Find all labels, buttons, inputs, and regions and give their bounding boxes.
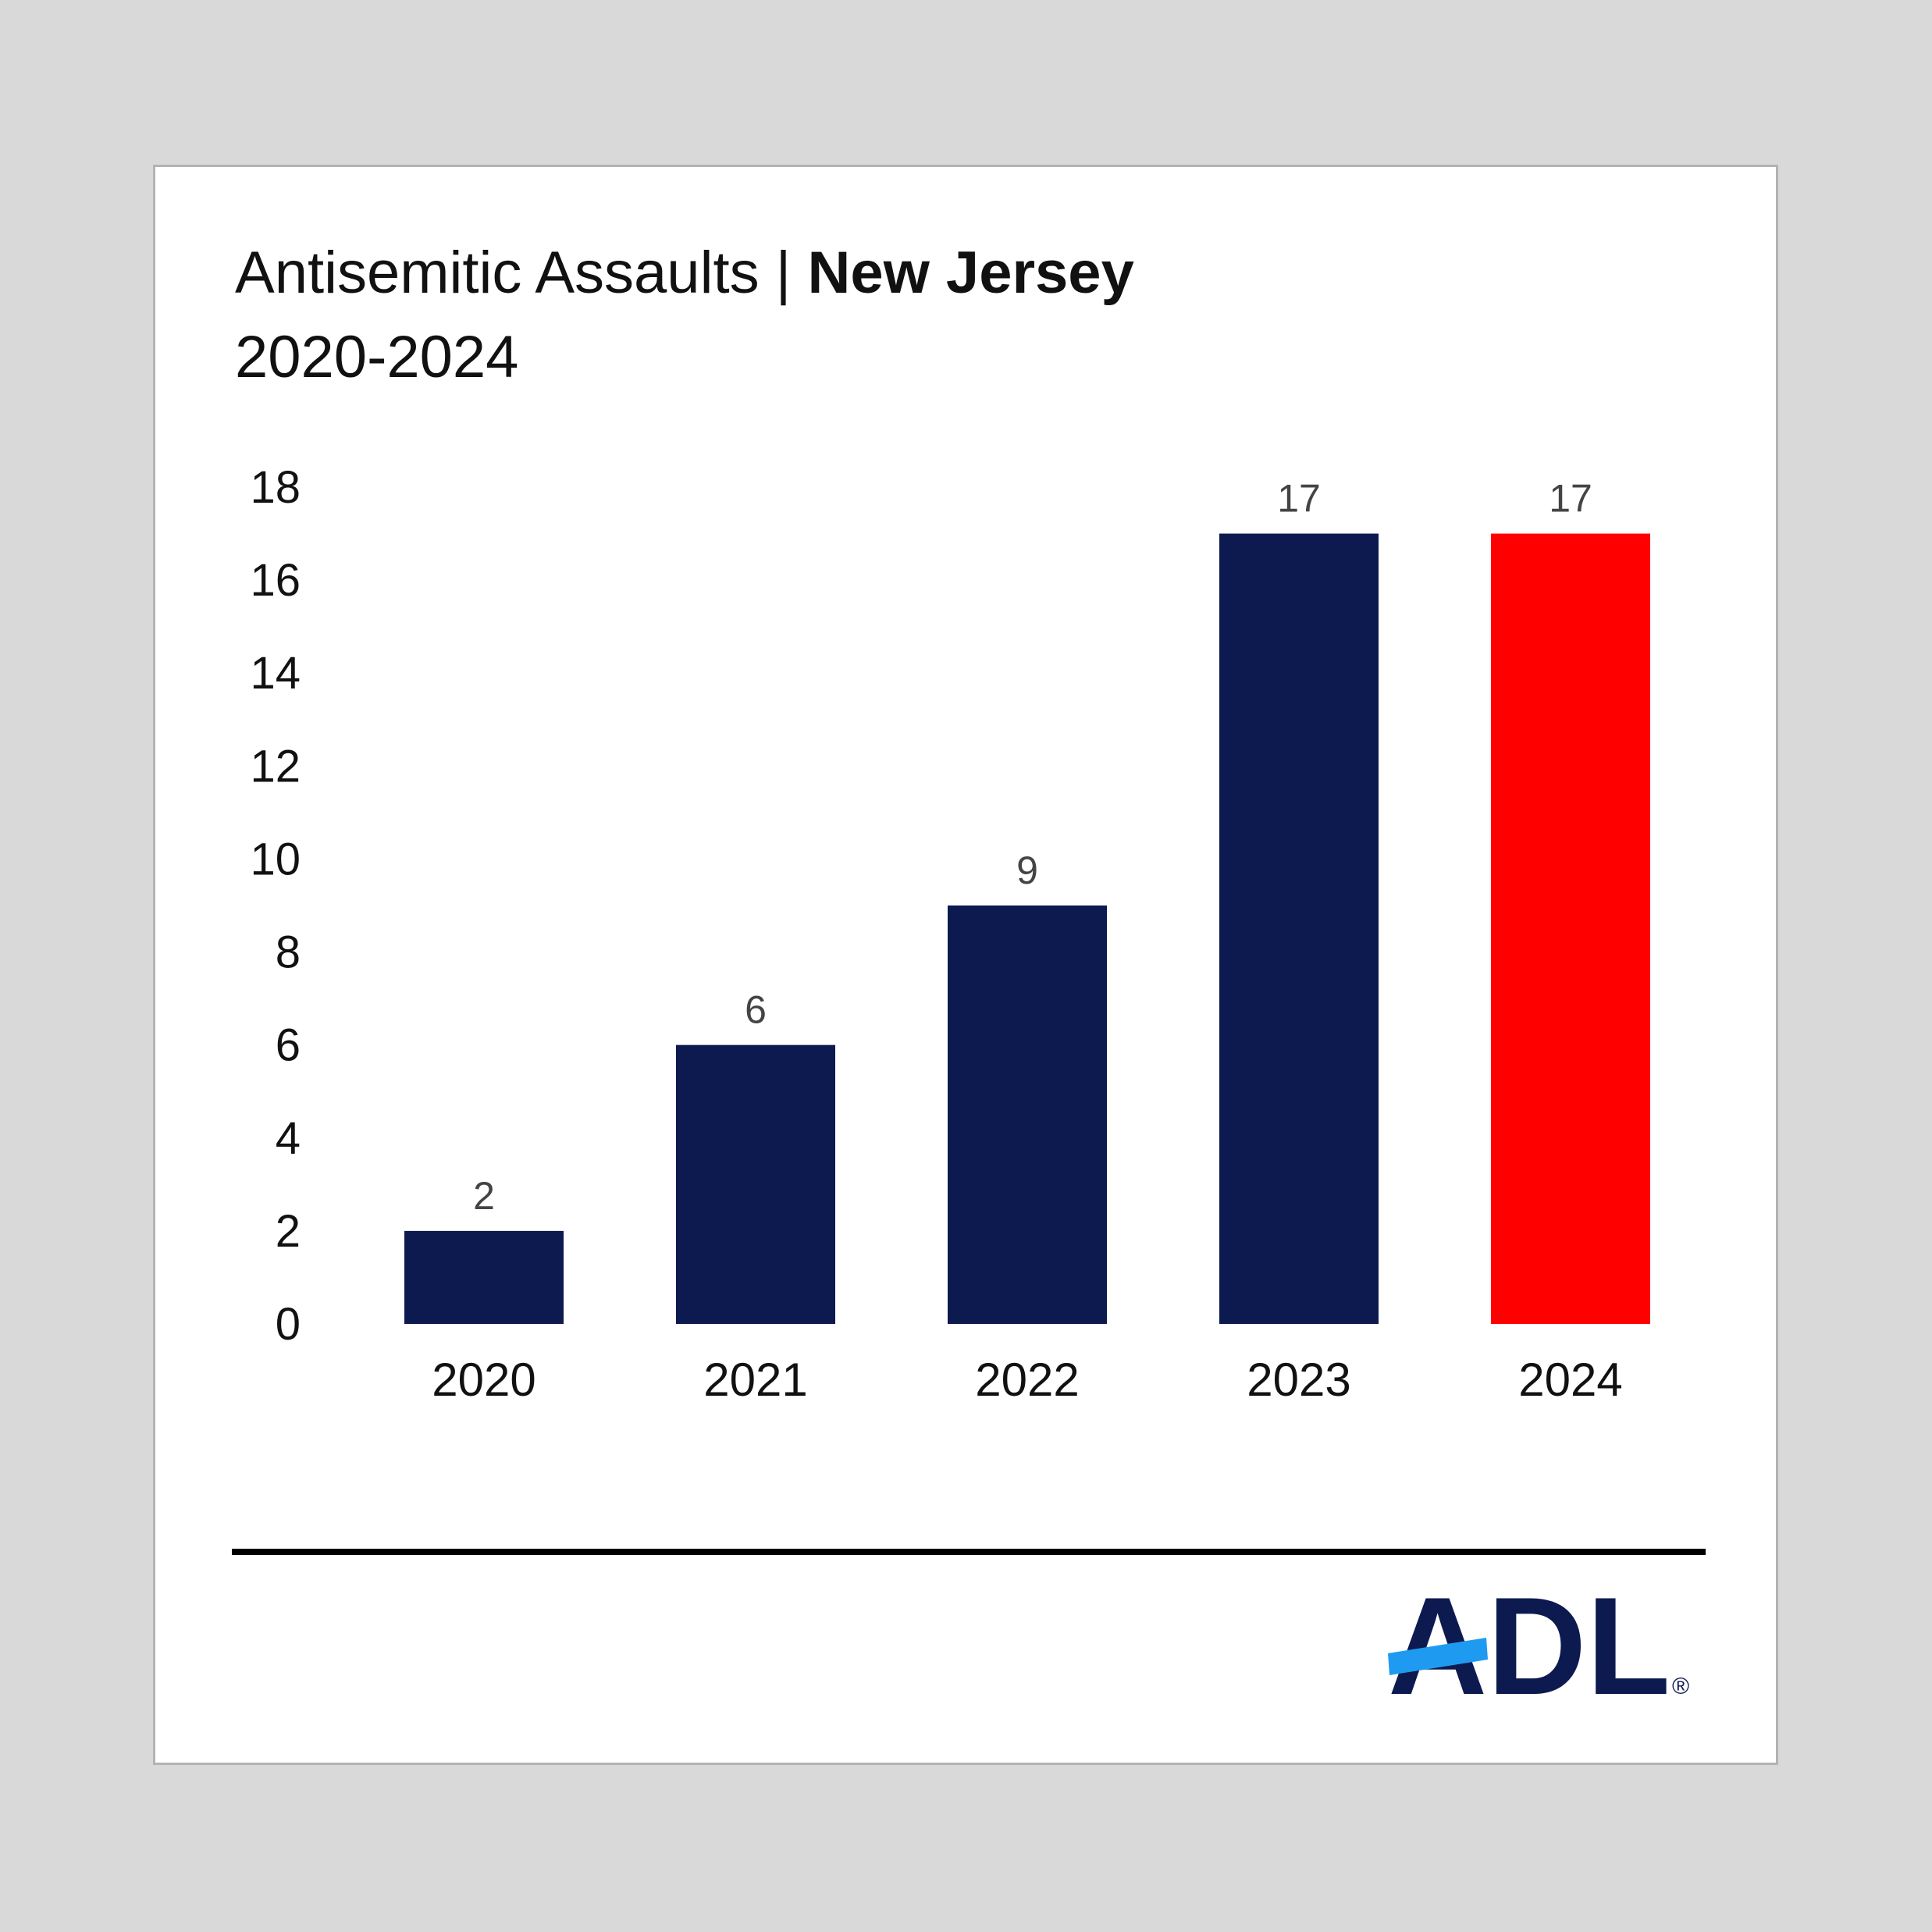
x-tick-label-2024: 2024 — [1518, 1354, 1622, 1406]
value-label-2024: 17 — [1549, 477, 1592, 521]
y-tick-label: 10 — [250, 834, 301, 884]
value-label-2023: 17 — [1277, 477, 1321, 521]
value-label-2022: 9 — [1016, 849, 1038, 892]
x-tick-label-2022: 2022 — [975, 1354, 1079, 1406]
y-tick-label: 6 — [276, 1020, 301, 1071]
bar-2024 — [1491, 533, 1650, 1324]
y-tick-label: 4 — [276, 1113, 301, 1164]
x-tick-label-2023: 2023 — [1247, 1354, 1350, 1406]
y-tick-label: 12 — [250, 741, 301, 792]
chart-card: Antisemitic Assaults | New Jersey 2020-2… — [153, 165, 1778, 1765]
bar-2022 — [948, 906, 1107, 1324]
adl-logo-stripe — [1388, 1638, 1488, 1675]
y-tick-label: 14 — [250, 648, 301, 699]
x-tick-label-2020: 2020 — [432, 1354, 535, 1406]
bar-2020 — [404, 1230, 564, 1324]
x-tick-label-2021: 2021 — [703, 1354, 807, 1406]
chart-title-state: New Jersey — [807, 240, 1134, 306]
footer-divider — [232, 1549, 1706, 1555]
chart-subtitle: 2020-2024 — [235, 324, 519, 390]
bar-chart: 0 2 4 6 8 10 12 14 16 18 2 2020 6 2021 9 2022 17 2023 17 20… — [250, 462, 1650, 1406]
chart-title: Antisemitic Assaults | New Jersey — [235, 234, 1134, 312]
value-label-2021: 6 — [745, 988, 767, 1032]
y-tick-label: 0 — [276, 1299, 301, 1350]
adl-logo: ADL ® — [1388, 1588, 1689, 1724]
bar-2023 — [1219, 533, 1379, 1324]
chart-title-prefix: Antisemitic Assaults | — [235, 240, 808, 306]
y-tick-label: 18 — [250, 462, 301, 513]
registered-mark: ® — [1672, 1674, 1689, 1699]
y-tick-label: 16 — [250, 555, 301, 606]
y-tick-label: 8 — [276, 927, 301, 978]
bar-2021 — [676, 1044, 835, 1324]
y-tick-label: 2 — [276, 1206, 301, 1257]
value-label-2020: 2 — [473, 1174, 495, 1218]
